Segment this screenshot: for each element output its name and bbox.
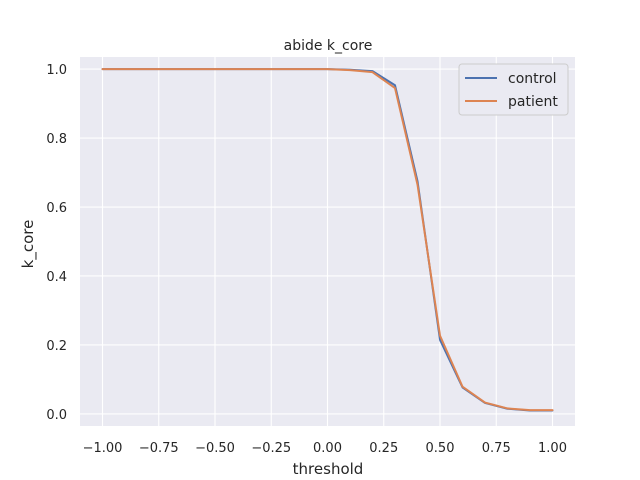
x-tick-label: 1.00 — [538, 441, 567, 456]
y-tick-label: 1.0 — [46, 63, 67, 78]
legend-label: patient — [508, 94, 558, 110]
legend-box — [458, 63, 569, 116]
x-tick-label: 0.50 — [426, 441, 455, 456]
x-tick-label: 0.75 — [482, 441, 511, 456]
x-axis-label: threshold — [293, 460, 364, 478]
x-tick-label: 0.00 — [313, 441, 342, 456]
legend-label: control — [508, 71, 557, 87]
series-lines — [101, 68, 554, 412]
x-tick-label: −1.00 — [83, 441, 123, 456]
y-tick-label: 0.0 — [46, 408, 67, 423]
y-tick-labels: 0.0 0.2 0.4 0.6 0.8 1.0 — [46, 63, 67, 423]
x-tick-label: −0.25 — [251, 441, 291, 456]
y-tick-label: 0.6 — [46, 201, 67, 216]
y-tick-label: 0.4 — [46, 270, 67, 285]
y-tick-label: 0.8 — [46, 132, 67, 147]
chart-title: abide k_core — [284, 38, 373, 54]
legend: control patient — [458, 63, 569, 116]
series-line-patient — [101, 68, 554, 412]
x-tick-label: −0.50 — [195, 441, 235, 456]
grid — [80, 57, 575, 426]
y-axis-label: k_core — [19, 220, 38, 269]
y-tick-label: 0.2 — [46, 339, 67, 354]
x-tick-label: −0.75 — [139, 441, 179, 456]
x-tick-labels: −1.00 −0.75 −0.50 −0.25 0.00 0.25 0.50 0.75 1.00 — [83, 441, 567, 456]
x-tick-label: 0.25 — [369, 441, 398, 456]
